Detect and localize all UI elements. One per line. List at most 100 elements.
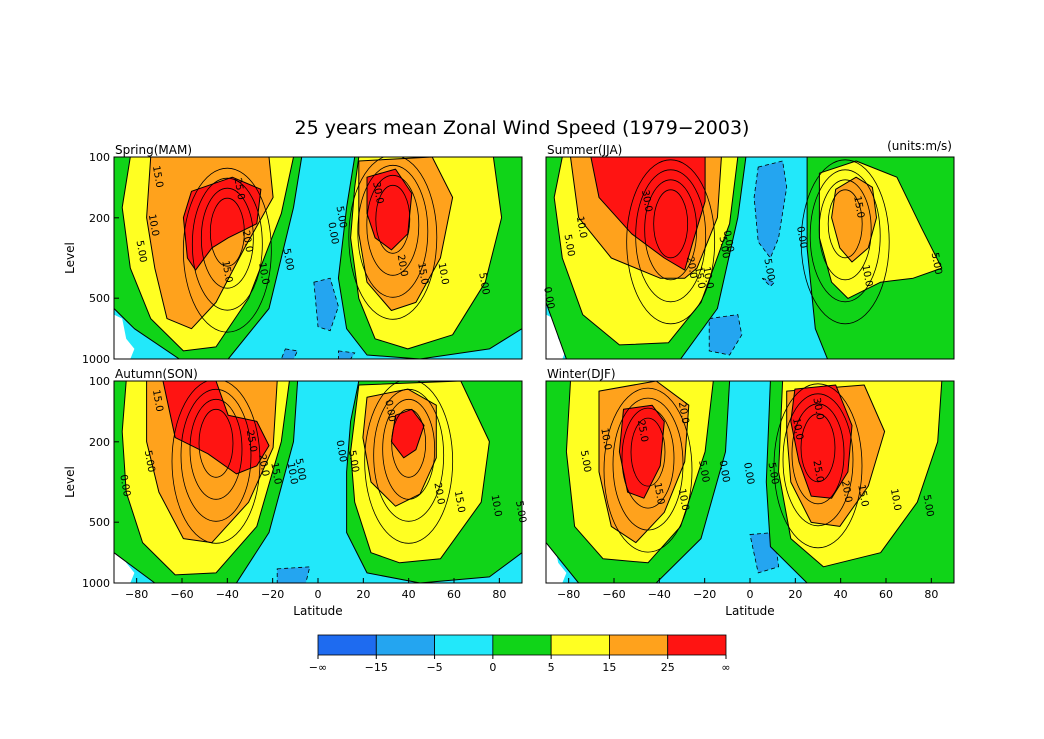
contour-label: 15.0: [692, 266, 707, 290]
contour-line: [630, 417, 666, 487]
negative-region: [276, 566, 311, 583]
contour-label: 25.0: [244, 429, 259, 453]
plot-frame: [113, 156, 523, 360]
contour-label: 0.00: [334, 439, 349, 463]
contour-label: 30.0: [639, 189, 654, 213]
contour-field: [546, 381, 954, 583]
x-axis-label: Latitude: [725, 604, 774, 618]
contour-label: 25.0: [635, 419, 650, 443]
colorbar-swatch: [609, 634, 669, 656]
contour-label: 15.0: [150, 389, 165, 413]
negative-region: [280, 348, 299, 359]
contour-label: 20.0: [256, 453, 271, 477]
panel-title: Spring(MAM): [115, 143, 192, 157]
x-tick-label: −60: [170, 588, 193, 601]
contour-label: 15.0: [268, 462, 283, 486]
x-tick-label: 80: [924, 588, 938, 601]
negative-region: [761, 277, 776, 287]
y-tick-label: 1000: [82, 577, 110, 590]
contour-label: 5.00: [334, 205, 349, 229]
contour-label: 5.00: [142, 449, 157, 473]
contour-label: 10.0: [436, 262, 451, 286]
contour-line: [198, 408, 234, 478]
units-label: (units:m/s): [887, 139, 952, 153]
contour-label: 5.00: [761, 258, 776, 282]
colorbar-label: −15: [365, 661, 388, 674]
colorbar-swatch: [375, 634, 435, 656]
negative-region: [753, 160, 788, 259]
contour-label: 10.0: [888, 488, 903, 512]
figure-title: 25 years mean Zonal Wind Speed (1979−200…: [295, 117, 750, 139]
contour-label: 0.00: [717, 460, 732, 484]
contour-label: 15.0: [651, 482, 666, 506]
contour-line: [635, 169, 707, 303]
x-tick-label: −40: [216, 588, 239, 601]
contour-field: [114, 157, 522, 359]
colorbar-label: 0: [489, 661, 496, 674]
y-tick-label: 500: [89, 292, 110, 305]
contour-label: 0.00: [794, 225, 809, 249]
panel-4: Winter(DJF) 10.0 5.00 25.0 20.0 15.0 10.0 5.00 0…: [545, 367, 955, 618]
contour-label: 0.00: [117, 474, 132, 498]
contour-label: 15.0: [851, 195, 866, 219]
contour-label: 0.00: [741, 462, 756, 486]
contour-label: 10.0: [859, 264, 874, 288]
contour-label: 10.0: [489, 494, 504, 518]
contour-label: 5.00: [134, 240, 149, 264]
colorbar: −∞ −15 −5 0 5 15 25 ∞: [309, 634, 731, 674]
contour-line: [209, 197, 245, 267]
missing-data-region: [114, 314, 135, 359]
contour-line: [612, 397, 684, 531]
contour-line: [773, 383, 863, 549]
contour-label: 5.00: [717, 236, 732, 260]
contour-label: 5.00: [513, 500, 528, 524]
contour-line: [180, 388, 252, 522]
contour-label: 20.0: [431, 482, 446, 506]
contour-label: 20.0: [240, 229, 255, 253]
panel-title: Winter(DJF): [547, 367, 616, 381]
contour-label: 5.00: [929, 252, 944, 276]
colorbar-label: ∞: [721, 661, 730, 674]
contour-line: [800, 413, 836, 483]
x-tick-label: 60: [879, 588, 893, 601]
contour-line: [373, 388, 445, 522]
contour-line: [171, 381, 261, 544]
contour-label: 20.0: [684, 256, 699, 280]
x-tick-label: 40: [402, 588, 416, 601]
contour-label: 5.00: [578, 449, 593, 473]
contour-line: [357, 164, 429, 298]
contour-label: 5.00: [696, 460, 711, 484]
contour-label: 30.0: [370, 181, 385, 205]
contour-line: [818, 179, 872, 281]
colorbar-label: −5: [426, 661, 442, 674]
colorbar-label: −∞: [309, 661, 327, 674]
contour-label: 10.0: [285, 462, 300, 486]
contour-line: [603, 387, 693, 553]
contour-label: 10.0: [256, 262, 271, 286]
contour-label: 15.0: [219, 260, 234, 284]
contour-line: [621, 407, 675, 509]
contour-label: 15.0: [452, 490, 467, 514]
contour-label: 20.0: [676, 401, 691, 425]
y-tick-label: 200: [89, 436, 110, 449]
contour-label: 10.0: [598, 427, 613, 451]
y-tick-label: 100: [89, 375, 110, 388]
contour-line: [348, 157, 438, 320]
x-tick-label: 80: [492, 588, 506, 601]
x-tick-label: 0: [315, 588, 322, 601]
x-tick-label: −80: [557, 588, 580, 601]
contour-label: 5.00: [346, 449, 361, 473]
contour-label: 5.00: [293, 458, 308, 482]
contour-line: [644, 179, 698, 281]
colorbar-label: 15: [602, 661, 616, 674]
contour-line: [375, 184, 411, 254]
x-axis-label: Latitude: [293, 604, 342, 618]
contour-field: [114, 381, 522, 583]
negative-region: [313, 277, 339, 332]
contour-label: 5.00: [766, 462, 781, 486]
x-tick-label: 20: [788, 588, 802, 601]
contour-label: 10.0: [700, 266, 715, 290]
y-axis-label: Level: [63, 242, 77, 274]
